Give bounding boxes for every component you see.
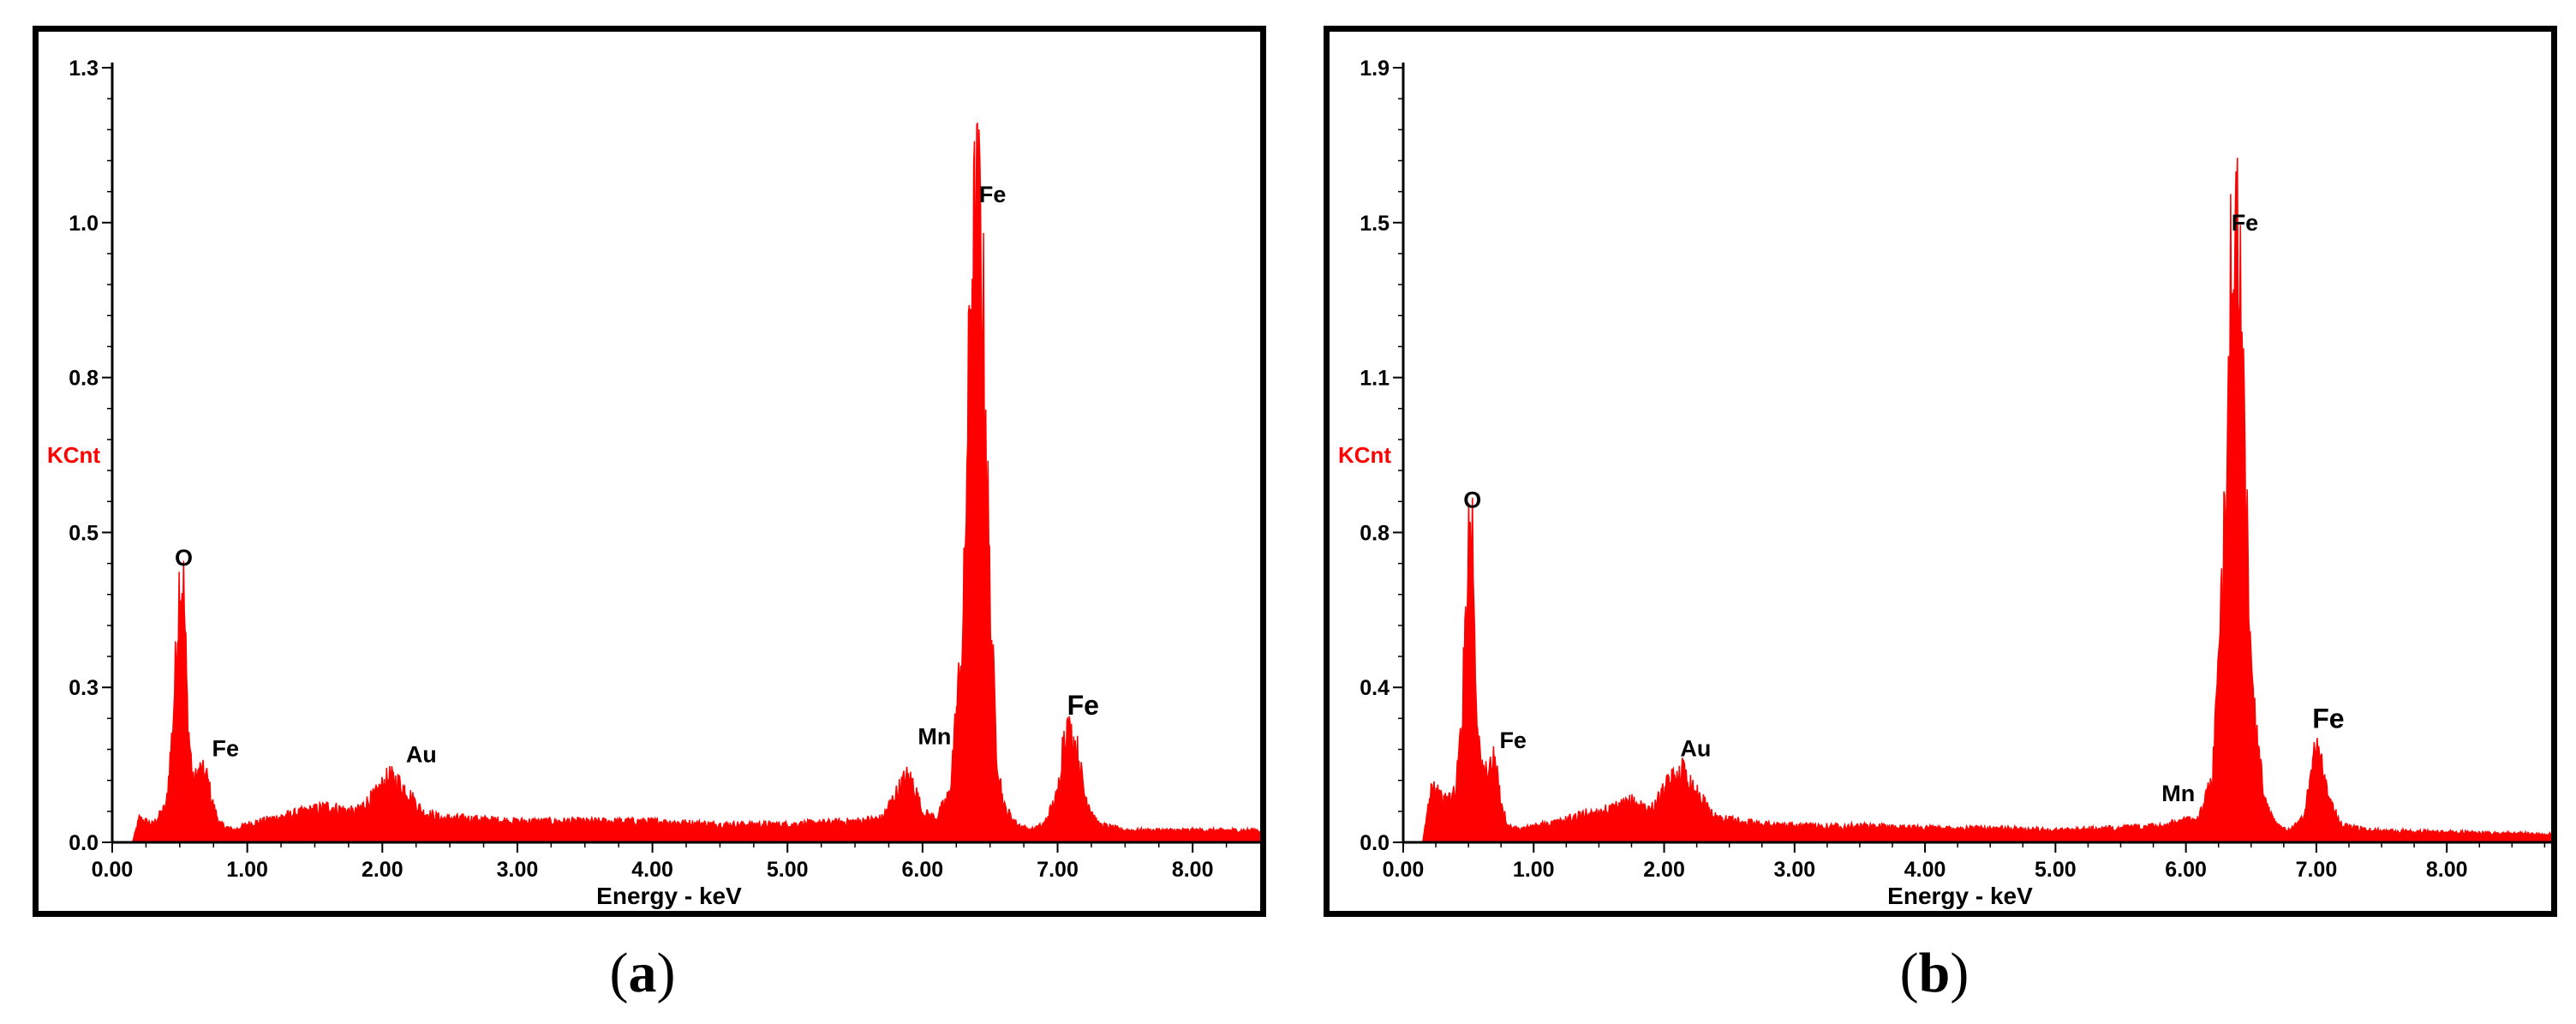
spectrum-chart-a: 0.00 1.00 2.00 3.00 4.00 5.00 6.00 7.00 8.00 0.0 0… [47, 57, 1260, 909]
spectrum-panel-a: 0.00 1.00 2.00 3.00 4.00 5.00 6.00 7.00 8.00 0.0 0… [33, 26, 1266, 917]
y-tick-label-b: 1.9 [1360, 57, 1390, 81]
peak-label-a: Fe [212, 736, 239, 762]
y-tick-label-a: 0.0 [69, 831, 99, 855]
peak-label-a: Fe [1067, 690, 1099, 721]
peak-label-b: Fe [2312, 703, 2344, 734]
x-tick-label-a: 0.00 [92, 858, 134, 882]
x-tick-label-b: 3.00 [1773, 858, 1815, 882]
x-tick-label-b: 7.00 [2296, 858, 2338, 882]
y-tick-label-a: 1.0 [69, 212, 99, 236]
spectrum-area-b [1421, 158, 2551, 843]
peak-label-a: Mn [917, 724, 951, 750]
x-tick-label-b: 1.00 [1513, 858, 1555, 882]
peak-label-a: O [175, 545, 193, 571]
x-tick-label-a: 4.00 [631, 858, 673, 882]
peak-label-b: O [1463, 487, 1481, 512]
spectrum-chart-b: 0.00 1.00 2.00 3.00 4.00 5.00 6.00 7.00 8.00 0.0 0… [1338, 57, 2551, 909]
x-tick-label-a: 2.00 [362, 858, 403, 882]
spectrum-area-a [131, 123, 1260, 843]
peak-label-b: Fe [2232, 210, 2259, 236]
x-tick-label-a: 5.00 [767, 858, 809, 882]
x-tick-label-b: 4.00 [1904, 858, 1946, 882]
y-tick-label-b: 1.5 [1360, 212, 1390, 236]
x-tick-label-b: 5.00 [2035, 858, 2077, 882]
y-tick-label-b: 0.8 [1360, 521, 1390, 545]
peak-label-a: Fe [979, 182, 1007, 207]
y-tick-label-a: 0.5 [69, 521, 99, 545]
x-tick-label-a: 6.00 [902, 858, 944, 882]
peak-label-b: Au [1680, 736, 1711, 762]
peak-label-b: Fe [1499, 728, 1527, 753]
x-tick-label-b: 2.00 [1643, 858, 1685, 882]
x-tick-label-b: 6.00 [2165, 858, 2207, 882]
panel-caption-a: (a) [609, 942, 676, 1004]
y-tick-label-b: 1.1 [1360, 367, 1390, 391]
x-tick-label-a: 8.00 [1172, 858, 1214, 882]
x-axis-label-a: Energy - keV [596, 883, 742, 909]
x-tick-label-b: 0.00 [1383, 858, 1425, 882]
y-tick-label-b: 0.4 [1360, 676, 1390, 700]
y-tick-label-b: 0.0 [1360, 831, 1390, 855]
x-tick-label-a: 3.00 [497, 858, 539, 882]
x-tick-label-a: 1.00 [226, 858, 268, 882]
x-axis-label-b: Energy - keV [1887, 883, 2033, 909]
panel-caption-b: (b) [1899, 942, 1969, 1004]
x-tick-label-b: 8.00 [2426, 858, 2468, 882]
spectrum-panel-b: 0.00 1.00 2.00 3.00 4.00 5.00 6.00 7.00 8.00 0.0 0… [1324, 26, 2557, 917]
peak-label-b: Mn [2161, 781, 2195, 806]
y-tick-label-a: 0.8 [69, 367, 99, 391]
x-tick-label-a: 7.00 [1037, 858, 1079, 882]
y-axis-label-a: KCnt [47, 442, 100, 468]
y-tick-label-a: 1.3 [69, 57, 99, 81]
y-tick-label-a: 0.3 [69, 676, 99, 700]
y-axis-label-b: KCnt [1338, 442, 1391, 468]
peak-label-a: Au [406, 742, 437, 768]
